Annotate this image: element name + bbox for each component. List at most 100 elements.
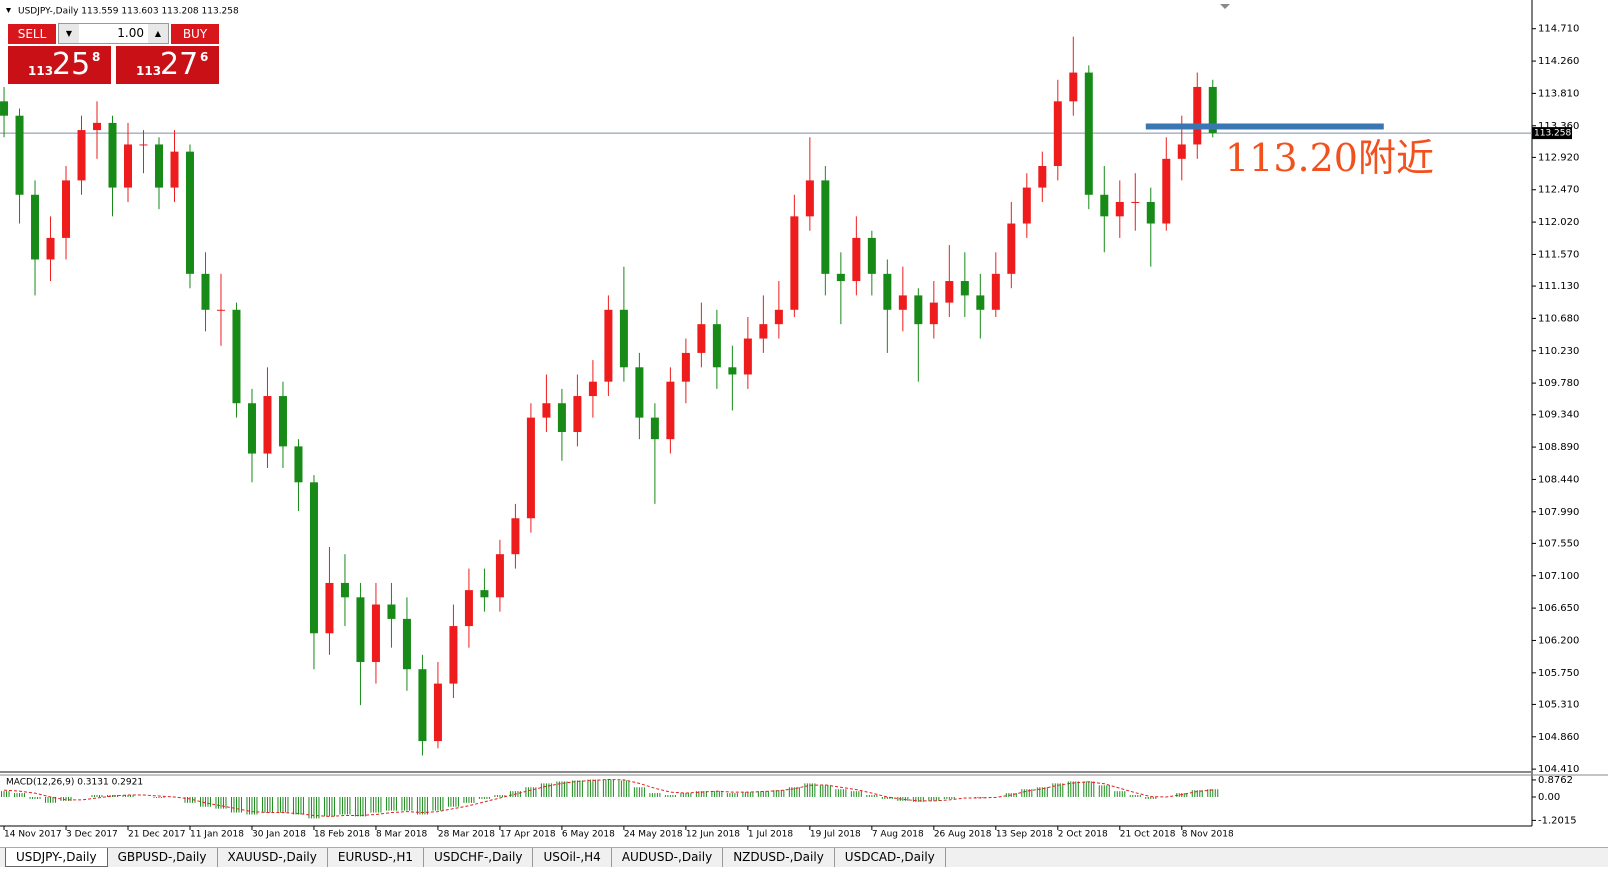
candle-body xyxy=(62,180,71,238)
y-tick-label: 112.020 xyxy=(1538,217,1579,228)
candle-body xyxy=(650,417,659,440)
candle-body xyxy=(1177,144,1186,159)
chart-tab[interactable]: USDCHF-,Daily xyxy=(424,848,534,867)
candle-body xyxy=(1131,201,1140,203)
x-tick-label: 12 Jun 2018 xyxy=(686,830,740,840)
y-tick-label: 112.920 xyxy=(1538,152,1579,163)
candle-body xyxy=(309,482,318,634)
candle-body xyxy=(852,237,861,282)
candle-body xyxy=(914,295,923,325)
x-tick-label: 8 Nov 2018 xyxy=(1182,830,1234,840)
candle-body xyxy=(960,281,969,296)
y-tick-label: 113.810 xyxy=(1538,88,1579,99)
candle-body xyxy=(139,144,148,146)
candle-body xyxy=(542,403,551,418)
candle-body xyxy=(325,582,334,634)
chart-tab[interactable]: EURUSD-,H1 xyxy=(328,848,425,867)
current-price-tag xyxy=(1532,127,1572,140)
candle-body xyxy=(929,302,938,325)
candle-body xyxy=(774,309,783,325)
x-tick-label: 7 Aug 2018 xyxy=(872,830,924,840)
buy-button[interactable]: BUY xyxy=(170,23,220,45)
y-tick-label: 111.570 xyxy=(1538,249,1579,260)
candle-body xyxy=(511,518,520,555)
candle-body xyxy=(1053,101,1062,167)
candle-body xyxy=(247,403,256,454)
candle-body xyxy=(201,273,210,310)
sell-button[interactable]: SELL xyxy=(7,23,57,45)
candle-body xyxy=(836,273,845,282)
ask-pip: 6 xyxy=(200,50,209,64)
chart-tab[interactable]: AUDUSD-,Daily xyxy=(612,848,724,867)
x-tick-label: 24 May 2018 xyxy=(624,830,683,840)
candle-body xyxy=(356,597,365,663)
candle-body xyxy=(495,554,504,598)
candle-body xyxy=(898,295,907,310)
y-tick-label: 109.780 xyxy=(1538,378,1579,389)
chart-tabs: USDJPY-,Daily GBPUSD-,Daily XAUUSD-,Daily E… xyxy=(0,847,1608,867)
candle-body xyxy=(185,151,194,274)
x-tick-label: 3 Dec 2017 xyxy=(66,830,118,840)
chart-tab[interactable]: XAUUSD-,Daily xyxy=(218,848,328,867)
x-tick-label: 11 Jan 2018 xyxy=(190,830,244,840)
volume-down[interactable]: ▼ xyxy=(59,24,79,43)
candle-body xyxy=(1115,201,1124,217)
candle-body xyxy=(712,324,721,368)
chart-tab[interactable]: USOil-,H4 xyxy=(533,848,612,867)
ask-quote[interactable]: 113 27 6 xyxy=(115,45,220,85)
volume-value: 1.00 xyxy=(117,26,144,40)
y-tick-label: 108.440 xyxy=(1538,474,1579,485)
candle-body xyxy=(1038,166,1047,188)
chart-header: USDJPY-,Daily 113.559 113.603 113.208 11… xyxy=(18,7,239,17)
candle-body xyxy=(278,396,287,447)
candle-body xyxy=(340,582,349,598)
volume-up[interactable]: ▲ xyxy=(148,24,168,43)
candle-body xyxy=(15,115,24,195)
candle-body xyxy=(681,352,690,382)
candle-body xyxy=(124,144,133,188)
candle-body xyxy=(743,338,752,375)
y-tick-label: 112.470 xyxy=(1538,185,1579,196)
x-tick-label: 13 Sep 2018 xyxy=(996,830,1053,840)
candle-body xyxy=(294,446,303,483)
y-tick-label: 104.410 xyxy=(1538,764,1579,775)
candle-body xyxy=(867,237,876,274)
y-tick-label: 107.990 xyxy=(1538,507,1579,518)
candle-body xyxy=(77,130,86,181)
candle-body xyxy=(883,273,892,310)
volume-box[interactable]: ▼ 1.00 ▲ xyxy=(58,23,169,44)
candle-body xyxy=(573,396,582,432)
y-tick-label: 109.340 xyxy=(1538,410,1579,421)
bid-quote[interactable]: 113 25 8 xyxy=(7,45,112,85)
candle-body xyxy=(526,417,535,519)
candle-body xyxy=(1084,72,1093,195)
chart-tab[interactable]: USDJPY-,Daily xyxy=(5,848,108,867)
y-tick-label: 107.550 xyxy=(1538,538,1579,549)
candle-body xyxy=(976,295,985,310)
candle-body xyxy=(402,618,411,670)
y-tick-label: 114.260 xyxy=(1538,56,1579,67)
x-tick-label: 19 Jul 2018 xyxy=(810,830,861,840)
candle-body xyxy=(108,122,117,188)
bid-pip: 8 xyxy=(92,50,101,64)
macd-signal xyxy=(3,778,1213,817)
candle-body xyxy=(821,180,830,274)
y-tick-label: 106.200 xyxy=(1538,635,1579,646)
candle-body xyxy=(604,309,613,382)
y-tick-label: -1.2015 xyxy=(1538,815,1577,826)
chart-tab[interactable]: NZDUSD-,Daily xyxy=(723,848,835,867)
candle-body xyxy=(1100,194,1109,217)
candle-body xyxy=(790,216,799,310)
chart-tab[interactable]: USDCAD-,Daily xyxy=(835,848,946,867)
candle-body xyxy=(666,381,675,440)
ask-big: 113 xyxy=(136,64,162,78)
bid-main: 25 xyxy=(52,47,91,82)
ask-main: 27 xyxy=(160,47,199,82)
chart-tab[interactable]: GBPUSD-,Daily xyxy=(108,848,218,867)
x-tick-label: 1 Jul 2018 xyxy=(748,830,793,840)
candle-body xyxy=(170,151,179,188)
shift-marker xyxy=(1220,4,1230,9)
y-tick-label: 107.100 xyxy=(1538,571,1579,582)
